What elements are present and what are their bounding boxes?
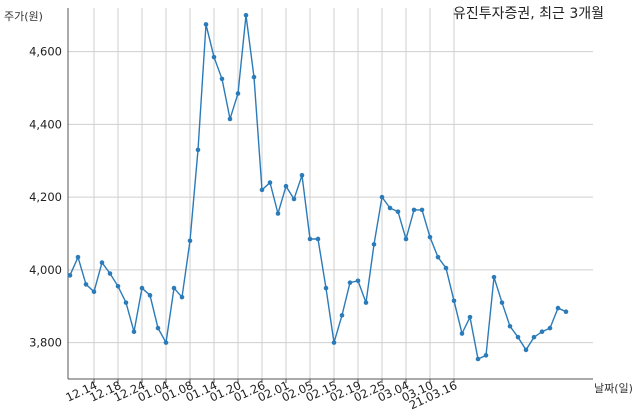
data-point xyxy=(467,314,473,320)
data-point xyxy=(315,236,321,242)
data-point xyxy=(387,205,393,211)
grid xyxy=(68,8,593,379)
data-point xyxy=(115,283,121,289)
data-point xyxy=(539,329,545,335)
data-point xyxy=(267,180,273,185)
data-point xyxy=(363,300,369,305)
data-point xyxy=(219,76,225,82)
data-point xyxy=(443,265,449,271)
data-point xyxy=(491,274,497,280)
data-point xyxy=(515,334,521,340)
data-point xyxy=(427,234,433,240)
data-point xyxy=(411,207,417,213)
data-point xyxy=(355,278,361,284)
data-point xyxy=(179,294,185,300)
data-point xyxy=(531,334,537,340)
data-point xyxy=(291,196,297,202)
data-point xyxy=(403,236,409,242)
data-point xyxy=(339,313,345,318)
data-point xyxy=(347,280,353,285)
data-point xyxy=(419,207,425,213)
data-point xyxy=(227,116,233,122)
data-point xyxy=(331,340,337,345)
x-tick-label: 21.03.16 xyxy=(407,378,459,412)
data-point xyxy=(251,74,257,80)
data-point xyxy=(131,329,137,335)
data-point xyxy=(235,91,241,96)
data-point xyxy=(163,340,169,345)
data-point xyxy=(323,285,329,291)
x-axis-ticks: 12.1412.1812.2401.0401.0801.1401.2001.26… xyxy=(63,378,459,412)
data-point xyxy=(547,325,553,331)
y-tick-label: 4,400 xyxy=(29,117,62,131)
data-point xyxy=(563,309,569,315)
y-axis-ticks: 3,800 4,000 4,200 4,400 4,600 xyxy=(29,45,62,350)
chart-title: 유진투자증권, 최근 3개월 xyxy=(453,6,604,22)
x-axis-label: 날짜(일) xyxy=(594,381,633,395)
data-point xyxy=(483,353,489,358)
data-point xyxy=(107,271,113,276)
data-point xyxy=(139,285,145,291)
y-tick-label: 4,000 xyxy=(29,263,62,277)
y-axis-label: 주가(원) xyxy=(4,10,43,23)
data-point xyxy=(507,323,513,329)
data-point xyxy=(307,236,313,242)
data-point xyxy=(395,209,401,214)
y-tick-label: 4,600 xyxy=(29,45,62,59)
data-point xyxy=(379,194,385,200)
data-point xyxy=(523,347,529,353)
data-point xyxy=(187,238,193,244)
data-point xyxy=(555,305,561,311)
data-point xyxy=(83,282,89,287)
data-point xyxy=(275,211,281,216)
price-line xyxy=(69,15,567,361)
data-point xyxy=(475,356,481,362)
data-point xyxy=(435,254,441,260)
data-point xyxy=(499,300,505,305)
data-point xyxy=(67,273,73,278)
data-point xyxy=(155,325,161,331)
data-point xyxy=(123,300,129,305)
data-point xyxy=(99,260,105,265)
data-point xyxy=(459,331,465,336)
data-point xyxy=(75,254,81,260)
data-point xyxy=(259,187,265,193)
data-point xyxy=(195,147,201,153)
data-point xyxy=(211,54,217,60)
data-point xyxy=(283,183,289,189)
data-point xyxy=(147,293,153,298)
y-tick-label: 3,800 xyxy=(29,336,62,350)
data-point xyxy=(243,12,249,18)
y-tick-label: 4,200 xyxy=(29,190,62,204)
data-point xyxy=(91,289,97,295)
data-point xyxy=(203,22,209,27)
data-point xyxy=(451,298,457,304)
data-point xyxy=(371,242,377,247)
data-point xyxy=(171,285,177,291)
price-points xyxy=(67,12,569,362)
data-point xyxy=(299,173,305,178)
axes xyxy=(67,8,593,383)
